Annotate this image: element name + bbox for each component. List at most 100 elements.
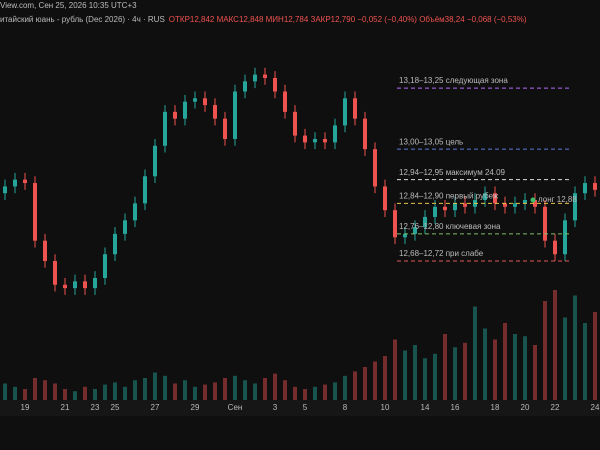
volume-bar xyxy=(173,383,177,400)
volume-bar xyxy=(563,317,567,400)
volume-bar xyxy=(183,380,187,400)
volume-bar xyxy=(533,345,537,400)
source: View.com, Сен 25, 2026 10:35 UTC+3 xyxy=(0,1,137,10)
x-tick-label: 8 xyxy=(343,403,348,412)
candle-body xyxy=(23,179,27,184)
candle-body xyxy=(513,203,517,207)
candle-body xyxy=(453,203,457,211)
candle-body xyxy=(133,203,137,221)
ohlc-legend: ОТКР12,842 МАКС12,848 МИН12,784 ЗАКР12,7… xyxy=(169,15,527,24)
candle-body xyxy=(233,91,237,139)
volume-bar xyxy=(83,386,87,400)
candle-body xyxy=(403,233,407,238)
volume-bar xyxy=(443,334,447,400)
level-label: 12,76–12,80 ключевая зона xyxy=(399,222,501,231)
level-label: 12,94–12,95 максимум 24.09 xyxy=(399,168,506,177)
level-label: 13,18–13,25 следующая зона xyxy=(399,76,508,85)
candle-body xyxy=(3,186,7,194)
candle-body xyxy=(293,111,297,136)
volume-bar xyxy=(153,372,157,400)
x-tick-label: 25 xyxy=(111,403,120,412)
candle-body xyxy=(483,193,487,200)
candle-body xyxy=(283,91,287,112)
x-tick-label: 18 xyxy=(491,403,500,412)
volume-bar xyxy=(43,380,47,400)
x-tick-label: 21 xyxy=(61,403,70,412)
candle-body xyxy=(173,111,177,119)
candle-body xyxy=(383,186,387,211)
volume-bar xyxy=(33,378,37,400)
volume-bar xyxy=(433,353,437,400)
candle-body xyxy=(53,261,57,285)
volume-bar xyxy=(503,323,507,400)
volume-bar xyxy=(133,380,137,400)
x-tick-label: 20 xyxy=(521,403,530,412)
candle-body xyxy=(573,193,577,221)
candle-body xyxy=(83,281,87,289)
volume-bar xyxy=(553,290,557,400)
volume-bar xyxy=(313,386,317,400)
candle-body xyxy=(193,98,197,102)
volume-bar xyxy=(123,386,127,400)
volume-bar xyxy=(593,312,597,400)
volume-bar xyxy=(103,384,107,400)
candle-body xyxy=(373,149,377,187)
volume-bar xyxy=(193,386,197,400)
volume-bar xyxy=(573,295,577,400)
volume-bar xyxy=(393,339,397,400)
candle-body xyxy=(433,206,437,217)
candle-body xyxy=(463,203,467,207)
volume-bar xyxy=(543,301,547,400)
candle-body xyxy=(123,220,127,234)
candle-body xyxy=(163,111,167,146)
candle-body xyxy=(223,118,227,139)
candle-body xyxy=(33,183,37,241)
volume-bar xyxy=(323,384,327,400)
volume-bar xyxy=(273,373,277,400)
volume-bar xyxy=(53,383,57,400)
x-tick-label: 19 xyxy=(21,403,30,412)
candle-body xyxy=(313,138,317,143)
candle-body xyxy=(543,206,547,241)
candle-body xyxy=(73,281,77,289)
volume-bar xyxy=(213,382,217,400)
x-tick-label: 22 xyxy=(551,403,560,412)
candle-body xyxy=(443,206,447,211)
candle-body xyxy=(273,77,277,92)
volume-bar xyxy=(143,378,147,400)
volume-bar xyxy=(373,361,377,400)
candle-body xyxy=(13,179,17,187)
candle-body xyxy=(93,277,97,289)
candle-body xyxy=(413,227,417,234)
volume-bar xyxy=(343,375,347,400)
volume-bar xyxy=(403,350,407,400)
x-tick-label: 16 xyxy=(451,403,460,412)
x-tick-label: 3 xyxy=(273,403,278,412)
volume-bar xyxy=(253,383,257,400)
candle-body xyxy=(153,145,157,177)
candle-body xyxy=(363,118,367,150)
level-label: 13,00–13,05 цель xyxy=(399,137,463,146)
volume-bar xyxy=(113,382,117,400)
candle-body xyxy=(243,81,247,92)
candle-body xyxy=(213,105,217,119)
candle-body xyxy=(423,216,427,228)
candle-body xyxy=(203,98,207,106)
candle-body xyxy=(493,193,497,204)
volume-bar xyxy=(513,334,517,400)
candle-body xyxy=(583,183,587,194)
volume-bar xyxy=(363,367,367,400)
header: итайский юань - рубль (Dec 2026) · 4ч · … xyxy=(0,15,527,24)
candle-body xyxy=(523,200,527,204)
candle-body xyxy=(43,240,47,262)
volume-bar xyxy=(413,345,417,400)
x-tick-label: 24 xyxy=(591,403,600,412)
volume-bar xyxy=(463,342,467,400)
x-tick-label: 10 xyxy=(381,403,390,412)
volume-bar xyxy=(163,375,167,400)
x-axis-band xyxy=(0,400,600,416)
candle-body xyxy=(353,98,357,119)
x-tick-label: 14 xyxy=(421,403,430,412)
volume-bar xyxy=(493,339,497,400)
